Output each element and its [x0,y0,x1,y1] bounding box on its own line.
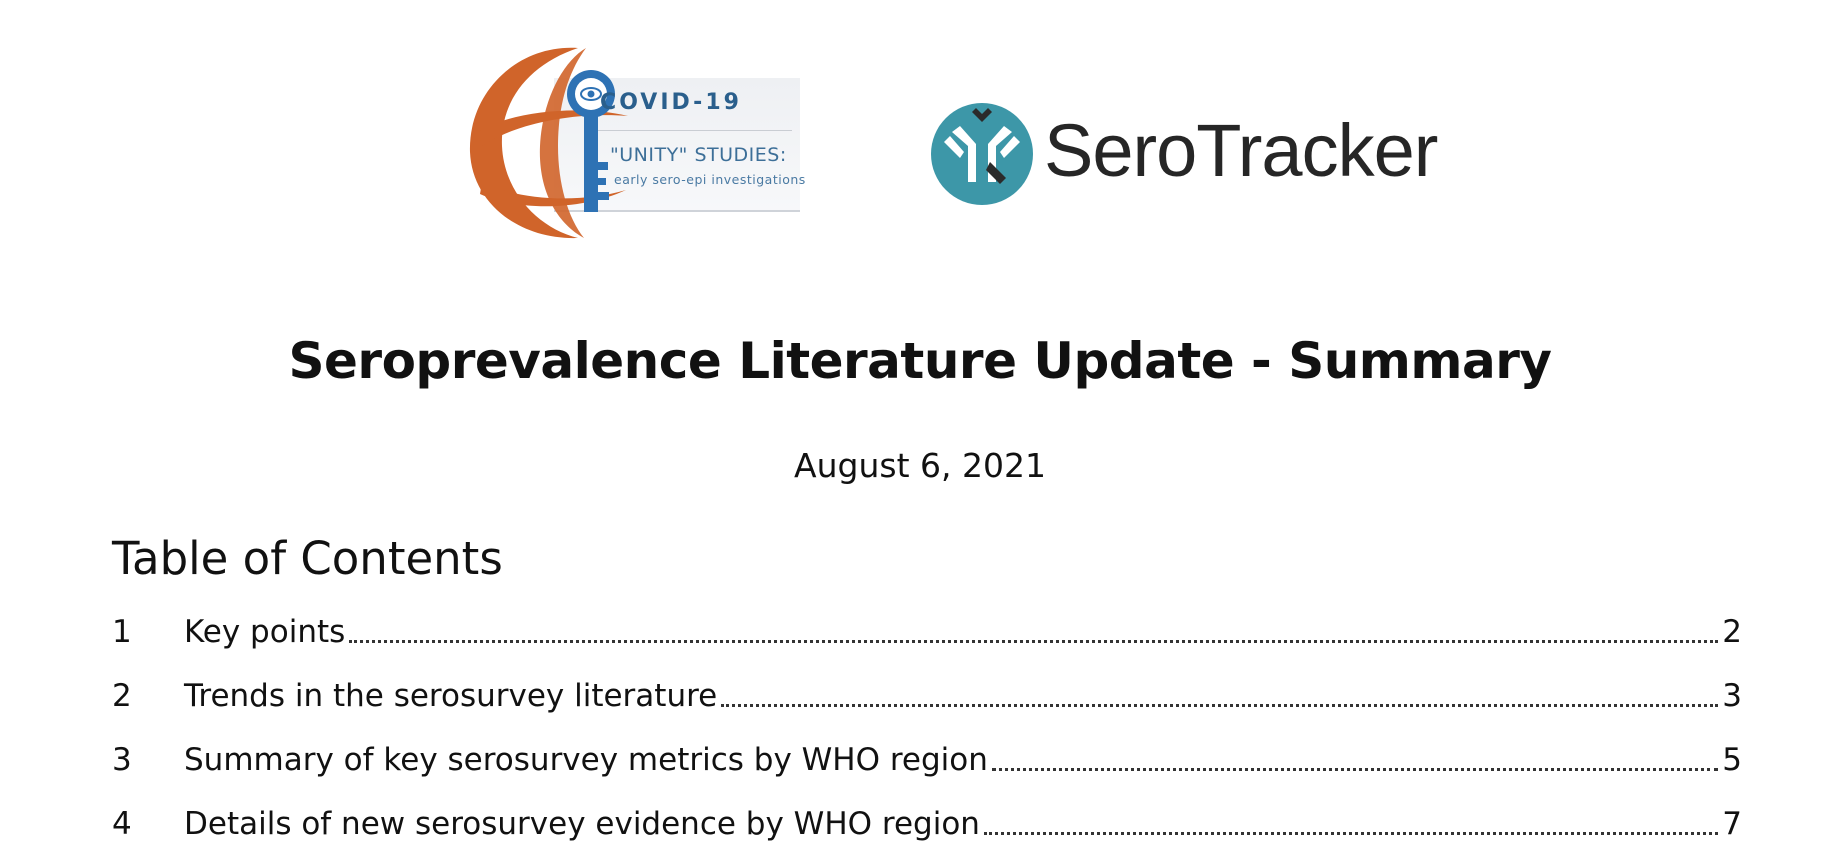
toc-entry-number: 3 [112,742,184,778]
toc-dot-leader [984,831,1718,835]
logo-row: COVID-19 "UNITY" STUDIES: early sero-epi… [0,0,1840,250]
toc-entry-page[interactable]: 7 [1722,806,1742,842]
toc-entry-title[interactable]: Key points [184,614,345,650]
toc-entry-key-points[interactable]: 1 Key points 2 [112,600,1742,664]
document-date: August 6, 2021 [0,446,1840,485]
toc-list: 1 Key points 2 2 Trends in the serosurve… [112,600,1742,856]
toc-entry-summary-metrics[interactable]: 3 Summary of key serosurvey metrics by W… [112,728,1742,792]
toc-entry-number: 4 [112,806,184,842]
unity-logo-tagline: early sero-epi investigations [614,172,806,187]
toc-dot-leader [992,767,1718,771]
toc-entry-title[interactable]: Summary of key serosurvey metrics by WHO… [184,742,988,778]
toc-dot-leader [349,639,1718,643]
toc-dot-leader [721,703,1718,707]
unity-logo-title: COVID-19 [556,90,786,115]
unity-logo-subtitle: "UNITY" STUDIES: [610,144,787,166]
key-icon [458,42,658,242]
toc-entry-trends[interactable]: 2 Trends in the serosurvey literature 3 [112,664,1742,728]
antibody-icon [930,102,1034,206]
toc-entry-new-evidence[interactable]: 4 Details of new serosurvey evidence by … [112,792,1742,856]
toc-entry-title[interactable]: Trends in the serosurvey literature [184,678,717,714]
unity-studies-logo: COVID-19 "UNITY" STUDIES: early sero-epi… [458,42,808,242]
serotracker-logo: SeroTracker [930,100,1430,210]
toc-entry-page[interactable]: 2 [1722,614,1742,650]
document-title: Seroprevalence Literature Update - Summa… [0,332,1840,390]
toc-entry-page[interactable]: 5 [1722,742,1742,778]
toc-entry-number: 2 [112,678,184,714]
toc-heading: Table of Contents [112,532,503,585]
serotracker-wordmark: SeroTracker [1044,108,1437,193]
toc-entry-page[interactable]: 3 [1722,678,1742,714]
toc-entry-title[interactable]: Details of new serosurvey evidence by WH… [184,806,980,842]
toc-entry-number: 1 [112,614,184,650]
